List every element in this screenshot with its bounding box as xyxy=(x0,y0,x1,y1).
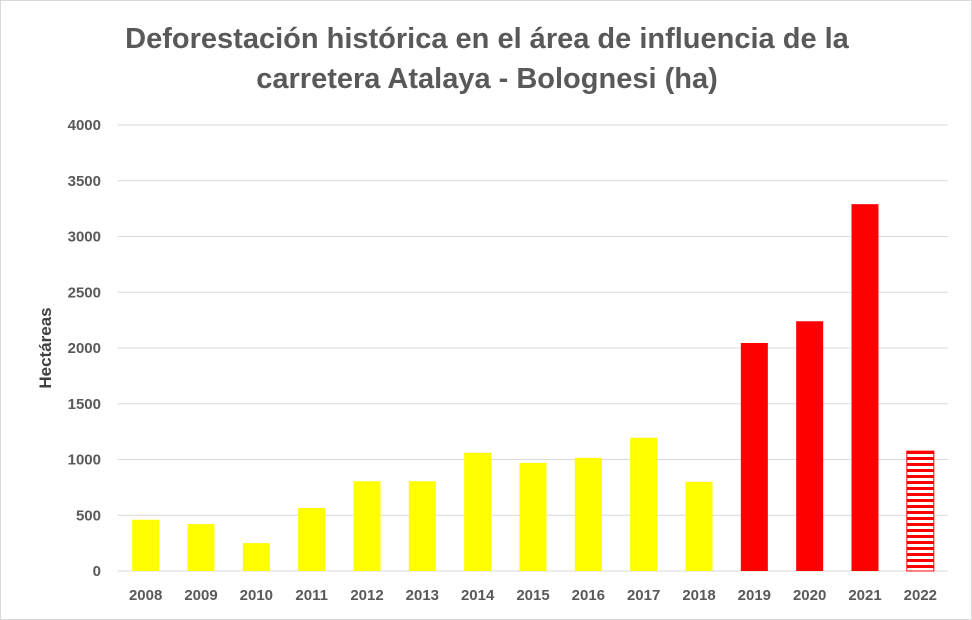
x-tick-label: 2015 xyxy=(516,587,549,604)
bar-2009 xyxy=(187,524,215,571)
x-tick-label: 2017 xyxy=(627,587,660,604)
y-tick-label: 1500 xyxy=(68,396,101,413)
x-tick-label: 2020 xyxy=(793,587,826,604)
y-tick-label: 500 xyxy=(76,507,101,524)
x-tick-label: 2010 xyxy=(240,587,273,604)
bar-2018 xyxy=(685,481,713,571)
y-tick-label: 3000 xyxy=(68,229,101,246)
bar-2021 xyxy=(851,204,879,572)
bar-2011 xyxy=(298,508,326,571)
bar-2010 xyxy=(242,543,270,571)
x-tick-label: 2013 xyxy=(406,587,439,604)
chart-title-line2: carretera Atalaya - Bolognesi (ha) xyxy=(256,63,718,95)
bars xyxy=(132,204,935,572)
bar-2019 xyxy=(740,342,768,571)
bar-2013 xyxy=(408,481,436,571)
x-tick-label: 2009 xyxy=(184,587,217,604)
bar-2022 xyxy=(906,450,935,572)
x-axis-ticks: 2008 2009 2010 2011 2012 2013 2014 2015 2016 2017… xyxy=(129,587,937,604)
x-tick-label: 2014 xyxy=(461,587,495,604)
bar-2014 xyxy=(464,452,492,571)
y-tick-label: 3500 xyxy=(68,173,101,190)
x-tick-label: 2012 xyxy=(350,587,383,604)
y-tick-label: 1000 xyxy=(68,452,101,469)
bar-2015 xyxy=(519,462,547,571)
y-tick-label: 4000 xyxy=(68,117,101,134)
y-tick-label: 2500 xyxy=(68,284,101,301)
x-tick-label: 2021 xyxy=(848,587,881,604)
x-tick-label: 2019 xyxy=(738,587,771,604)
x-tick-label: 2022 xyxy=(904,587,937,604)
bar-2016 xyxy=(574,457,602,571)
bar-2020 xyxy=(796,321,824,571)
chart-title: Deforestación histórica en el área de in… xyxy=(1,19,972,99)
y-axis-title: Hectáreas xyxy=(36,307,55,388)
x-tick-label: 2018 xyxy=(682,587,715,604)
chart-title-line1: Deforestación histórica en el área de in… xyxy=(125,23,849,55)
x-tick-label: 2011 xyxy=(295,587,328,604)
bar-2012 xyxy=(353,481,381,571)
y-tick-label: 0 xyxy=(93,563,101,580)
y-axis-ticks: 0 500 1000 1500 2000 2500 3000 3500 4000 xyxy=(68,117,101,580)
x-tick-label: 2016 xyxy=(572,587,605,604)
bar-2017 xyxy=(630,437,658,571)
x-tick-label: 2008 xyxy=(129,587,162,604)
y-tick-label: 2000 xyxy=(68,340,101,357)
bar-2008 xyxy=(132,519,160,571)
